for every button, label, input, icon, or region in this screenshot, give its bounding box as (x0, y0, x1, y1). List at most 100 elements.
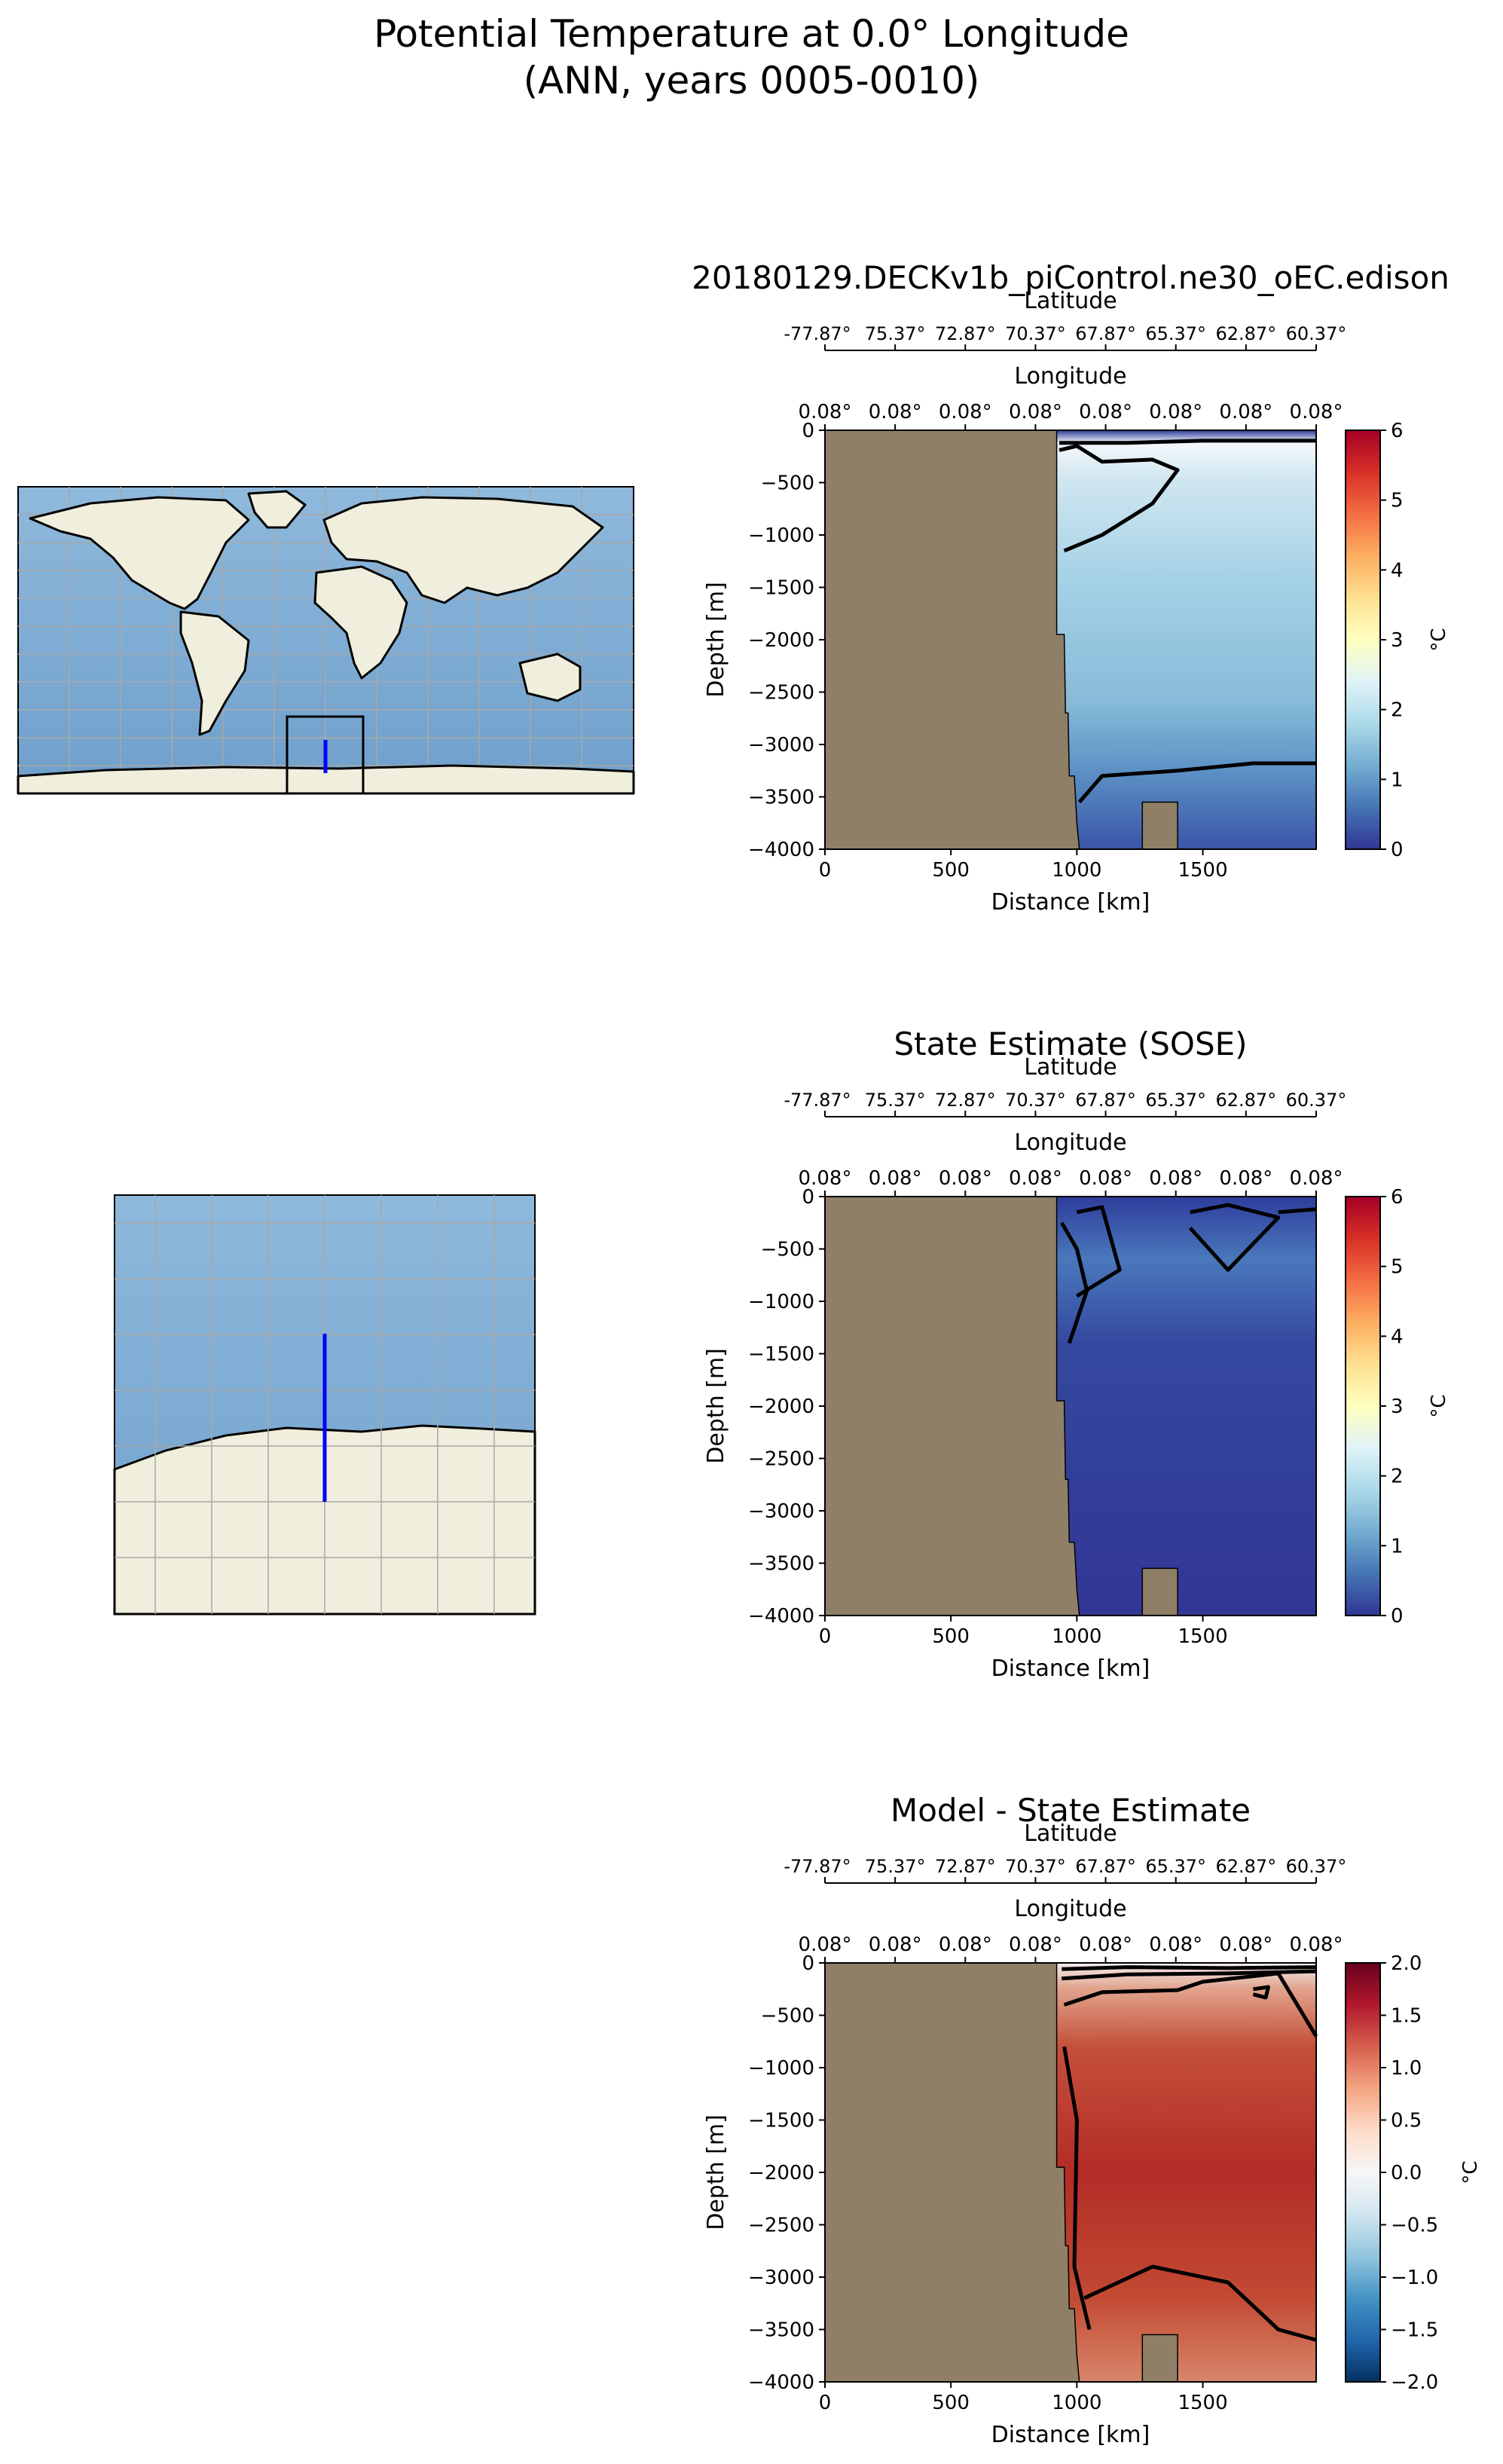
lat-tick-label: 62.87° (1215, 1856, 1276, 1877)
colorbar-tick-label: 0.0 (1391, 2162, 1422, 2184)
y-tick-label: −500 (761, 2005, 814, 2028)
colorbar-tick-label: −0.5 (1391, 2215, 1438, 2237)
lon-tick-label: 0.08° (869, 401, 922, 423)
lat-tick-label: 65.37° (1145, 323, 1206, 344)
lat-tick-label: -77.87° (784, 1856, 851, 1877)
contour-line (1063, 1971, 1318, 2038)
colorbar-tick-label: 3 (1391, 1396, 1404, 1418)
lon-tick-label: 0.08° (1219, 1934, 1272, 1956)
lat-tick-label: 75.37° (865, 1856, 926, 1877)
contour-line (1059, 439, 1316, 445)
y-tick-label: −1500 (748, 577, 814, 600)
section-chart-1: 20180129.DECKv1b_piControl.ne30_oEC.edis… (692, 259, 1450, 916)
y-tick-label: −2500 (748, 1448, 814, 1471)
colorbar-tick-label: 2 (1391, 1466, 1404, 1488)
lon-tick-label: 0.08° (799, 1934, 852, 1956)
colorbar-tick-label: 0 (1391, 839, 1404, 861)
x-tick-label: 0 (819, 1625, 832, 1648)
chart-title: 20180129.DECKv1b_piControl.ne30_oEC.edis… (692, 259, 1450, 296)
lon-axis-label: Longitude (1014, 1896, 1126, 1922)
lat-tick-label: 72.87° (935, 1090, 996, 1111)
colorbar-tick-label: 4 (1391, 1325, 1404, 1348)
colorbar-tick-label: 6 (1391, 420, 1404, 442)
lon-axis-label: Longitude (1014, 363, 1126, 390)
contour-line (1188, 1203, 1281, 1272)
lat-tick-label: 67.87° (1075, 323, 1136, 344)
chart-title: Model - State Estimate (890, 1792, 1251, 1829)
contour-line (1062, 1965, 1317, 1971)
lon-tick-label: 0.08° (939, 401, 992, 423)
contour-line (1076, 1205, 1122, 1298)
colorbar-tick-label: −1.0 (1391, 2267, 1438, 2289)
lat-tick-label: 72.87° (935, 1856, 996, 1877)
y-tick-label: −1000 (748, 1291, 814, 1313)
x-tick-label: 1000 (1052, 1625, 1101, 1648)
y-tick-label: −3000 (748, 2267, 814, 2289)
x-tick-label: 1500 (1178, 2392, 1227, 2414)
chart-title: State Estimate (SOSE) (894, 1026, 1247, 1062)
y-tick-label: −2000 (748, 2162, 814, 2184)
colorbar-label: °C (1428, 1394, 1450, 1417)
x-tick-label: 0 (819, 859, 832, 882)
y-tick-label: −2000 (748, 629, 814, 652)
lat-tick-label: 67.87° (1075, 1090, 1136, 1111)
y-tick-label: −3500 (748, 787, 814, 809)
lat-axis-label: Latitude (1024, 1820, 1117, 1847)
lon-tick-label: 0.08° (1290, 1934, 1343, 1956)
contour-line (1083, 2264, 1317, 2342)
section-chart-2: State Estimate (SOSE)Latitude -77.87° 75.3… (703, 1026, 1450, 1682)
lon-tick-label: 0.08° (1009, 1167, 1062, 1190)
lat-tick-label: 75.37° (865, 1090, 926, 1111)
lon-tick-label: 0.08° (1149, 401, 1202, 423)
y-tick-label: −1500 (748, 2110, 814, 2132)
lat-axis-label: Latitude (1024, 288, 1117, 314)
x-tick-label: 1500 (1178, 1625, 1227, 1648)
colorbar-tick-label: 3 (1391, 629, 1404, 652)
lon-tick-label: 0.08° (1290, 401, 1343, 423)
lon-tick-label: 0.08° (1149, 1934, 1202, 1956)
y-tick-label: −2000 (748, 1396, 814, 1418)
colorbar-tick-label: 2 (1391, 699, 1404, 722)
lon-tick-label: 0.08° (1079, 1934, 1132, 1956)
y-tick-label: −1000 (748, 524, 814, 547)
y-tick-label: −1000 (748, 2057, 814, 2080)
lon-tick-label: 0.08° (1290, 1167, 1343, 1190)
colorbar (1345, 1196, 1381, 1616)
lon-tick-label: 0.08° (939, 1167, 992, 1190)
lat-tick-label: 62.87° (1215, 323, 1276, 344)
y-tick-label: −500 (761, 472, 814, 495)
y-tick-label: −2500 (748, 682, 814, 705)
x-tick-label: 500 (932, 2392, 970, 2414)
y-axis-label: Depth [m] (703, 1348, 729, 1464)
y-tick-label: −4000 (748, 839, 814, 861)
contour-line (1060, 1221, 1089, 1344)
lat-tick-label: 72.87° (935, 323, 996, 344)
y-tick-label: −3500 (748, 1553, 814, 1576)
lon-axis-label: Longitude (1014, 1130, 1126, 1156)
x-tick-label: 1000 (1052, 859, 1101, 882)
y-tick-label: −2500 (748, 2215, 814, 2237)
y-tick-label: −3000 (748, 1500, 814, 1523)
colorbar-tick-label: −1.5 (1391, 2319, 1438, 2342)
figure-title-line2: (ANN, years 0005-0010) (523, 59, 980, 102)
lat-tick-label: 65.37° (1145, 1090, 1206, 1111)
section-land (824, 1962, 1178, 2383)
colorbar-tick-label: 5 (1391, 490, 1404, 512)
lat-tick-label: 70.37° (1005, 1856, 1066, 1877)
colorbar-tick-label: 1 (1391, 1535, 1404, 1558)
lon-tick-label: 0.08° (799, 401, 852, 423)
lon-tick-label: 0.08° (1079, 401, 1132, 423)
colorbar-tick-label: 0 (1391, 1605, 1404, 1628)
lon-tick-label: 0.08° (799, 1167, 852, 1190)
colorbar-tick-label: 4 (1391, 559, 1404, 582)
y-tick-label: −4000 (748, 2371, 814, 2394)
y-tick-label: 0 (802, 1952, 814, 1975)
contour-line (1062, 2046, 1092, 2331)
lat-axis-label: Latitude (1024, 1054, 1117, 1081)
y-tick-label: −4000 (748, 1605, 814, 1628)
lon-tick-label: 0.08° (869, 1167, 922, 1190)
x-tick-label: 1000 (1052, 2392, 1101, 2414)
lat-tick-label: 67.87° (1075, 1856, 1136, 1877)
y-tick-label: −1500 (748, 1344, 814, 1366)
